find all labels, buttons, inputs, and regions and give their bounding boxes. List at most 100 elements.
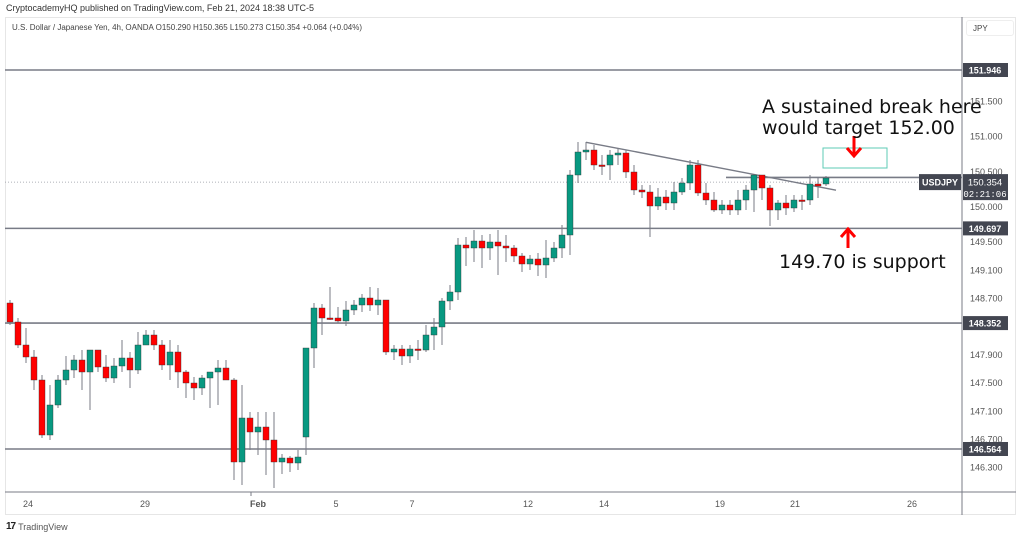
bull-candle	[310, 307, 318, 349]
bear-candle	[646, 191, 654, 207]
bear-candle	[286, 457, 294, 464]
bull-candle	[430, 326, 438, 336]
bull-candle	[342, 309, 350, 322]
bull-candle	[278, 457, 286, 463]
bull-candle	[302, 347, 310, 438]
bull-candle	[558, 234, 566, 249]
bear-candle	[598, 164, 606, 167]
level-price-tag	[963, 442, 1008, 457]
bull-candle	[654, 196, 662, 207]
time-tick-label: 19	[715, 499, 725, 509]
bull-candle	[422, 334, 430, 351]
publisher-line: CryptocademyHQ published on TradingView.…	[6, 3, 314, 13]
level-price-tag	[963, 63, 1008, 77]
bull-candle	[70, 359, 78, 371]
bear-candle	[102, 366, 110, 379]
bear-candle	[182, 371, 190, 384]
bull-candle	[238, 417, 246, 463]
countdown-label: 02:21:06	[963, 190, 1006, 200]
price-tick-label: 147.100	[970, 406, 1003, 416]
bull-candle	[206, 371, 214, 379]
bull-candle	[166, 351, 174, 366]
bear-candle	[398, 348, 406, 357]
bull-candle	[390, 348, 398, 353]
bear-candle	[694, 164, 702, 194]
bear-candle	[510, 247, 518, 257]
bear-candle	[414, 348, 422, 351]
bull-candle	[198, 377, 206, 389]
break-annotation-line2: would target 152.00	[762, 117, 955, 139]
time-tick-label: 5	[333, 499, 338, 509]
bear-candle	[366, 297, 374, 306]
current-price-label: 150.354	[968, 178, 1002, 189]
bull-candle	[134, 344, 142, 371]
current-price-tag	[963, 174, 1008, 201]
bull-candle	[542, 257, 550, 266]
footer: 17 TradingView	[6, 521, 68, 532]
chart-frame	[5, 17, 1016, 515]
bear-candle	[478, 240, 486, 249]
bear-candle	[518, 255, 526, 265]
bull-candle	[358, 297, 366, 306]
bull-candle	[822, 177, 830, 185]
time-tick-label: 14	[599, 499, 609, 509]
bull-candle	[454, 244, 462, 293]
bear-candle	[502, 245, 510, 249]
time-tick-label: 29	[140, 499, 150, 509]
down-arrow-icon	[845, 136, 863, 159]
bull-candle	[294, 456, 302, 464]
price-tick-label: 147.900	[970, 350, 1003, 360]
time-tick-label: 7	[409, 499, 414, 509]
bull-candle	[614, 152, 622, 156]
bear-candle	[766, 187, 774, 211]
time-tick-label: 24	[23, 499, 33, 509]
bull-candle	[118, 357, 126, 367]
bull-candle	[582, 149, 590, 153]
bull-candle	[734, 199, 742, 211]
price-tick-label: 150.500	[970, 167, 1003, 177]
price-tick-label: 148.700	[970, 294, 1003, 304]
bull-candle	[374, 299, 382, 306]
bull-candle	[46, 404, 54, 436]
level-price-tag	[963, 221, 1008, 236]
level-price-tag	[963, 316, 1008, 331]
bull-candle	[110, 365, 118, 379]
price-tick-label: 149.100	[970, 265, 1003, 275]
price-tick-label: 147.500	[970, 378, 1003, 388]
bull-candle	[486, 241, 494, 249]
bear-candle	[462, 244, 470, 249]
bull-candle	[718, 204, 726, 211]
bear-candle	[494, 241, 502, 247]
bear-candle	[246, 417, 254, 433]
symbol-tag	[919, 174, 961, 191]
bear-candle	[190, 382, 198, 389]
bear-candle	[638, 189, 646, 193]
bear-candle	[22, 344, 30, 358]
bear-candle	[382, 299, 390, 353]
bull-candle	[574, 151, 582, 176]
bear-candle	[30, 356, 38, 381]
bull-candle	[742, 189, 750, 201]
level-price-label: 151.946	[969, 66, 1002, 76]
bull-candle	[566, 174, 574, 236]
descending-trendline	[585, 141, 837, 191]
bear-candle	[14, 321, 22, 346]
currency-button[interactable]: JPY	[966, 20, 1014, 36]
bull-candle	[350, 304, 358, 311]
tradingview-logo-icon: 17	[6, 521, 16, 532]
bear-candle	[230, 379, 238, 463]
bear-candle	[158, 344, 166, 366]
bear-candle	[270, 439, 278, 463]
bear-candle	[662, 196, 670, 204]
bear-candle	[334, 317, 342, 322]
bull-candle	[550, 247, 558, 259]
price-tick-label: 150.000	[970, 202, 1003, 212]
bull-candle	[438, 300, 446, 328]
price-tick-label: 146.700	[970, 434, 1003, 444]
bear-candle	[726, 204, 734, 211]
price-tick-label: 151.000	[970, 132, 1003, 142]
footer-brand[interactable]: TradingView	[18, 521, 68, 532]
bear-candle	[702, 192, 710, 201]
time-tick-label: Feb	[250, 499, 267, 509]
